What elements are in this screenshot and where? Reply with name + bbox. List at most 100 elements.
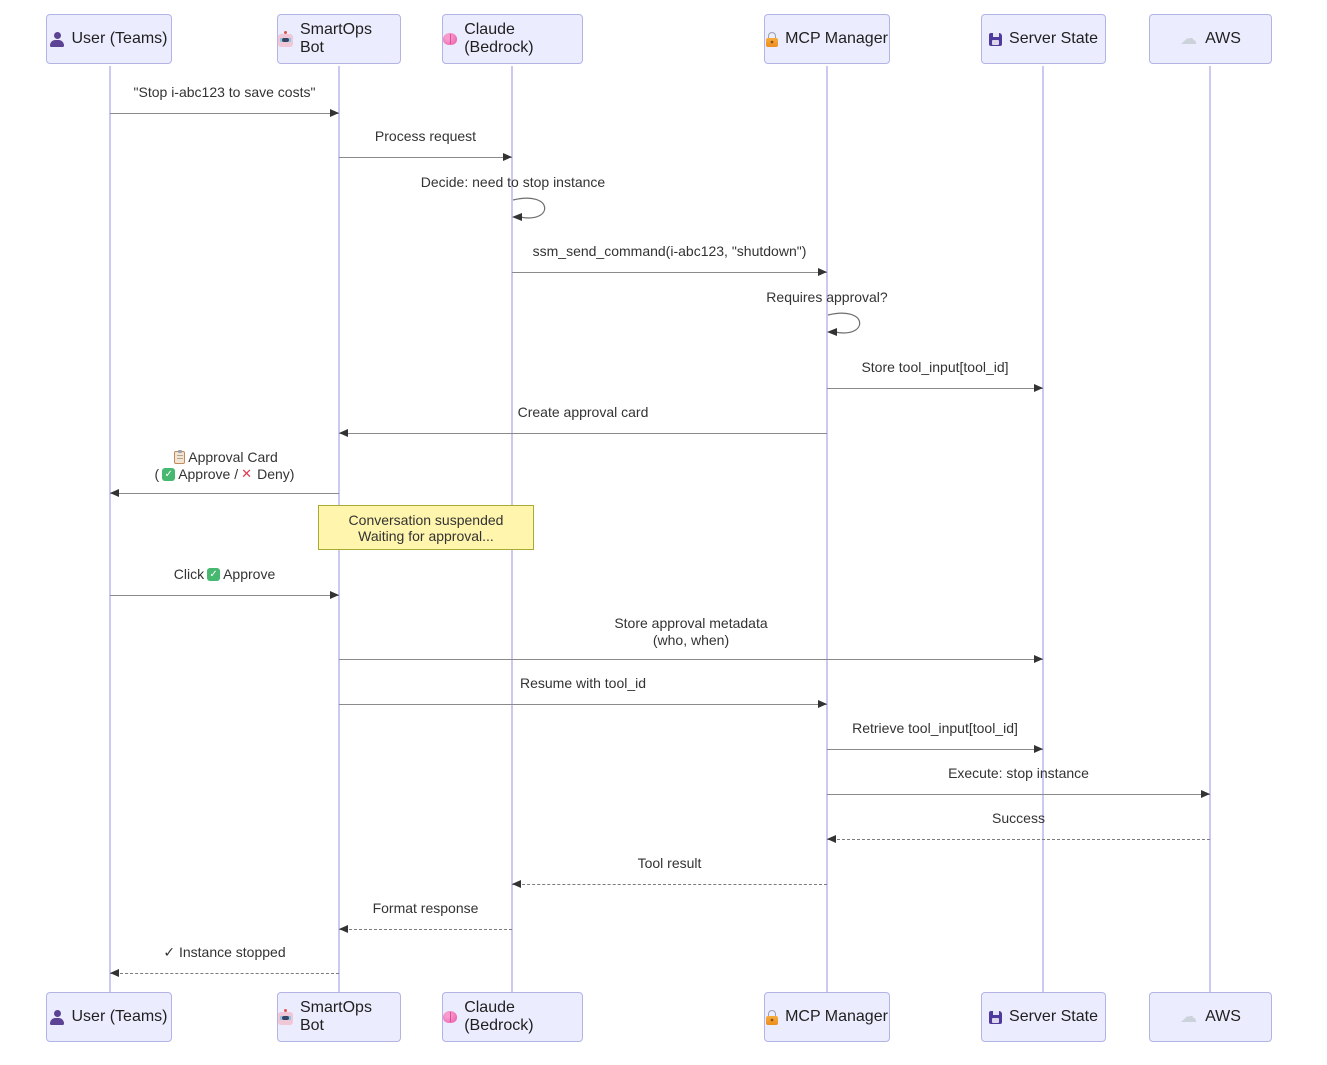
message-label: Resume with tool_id <box>519 675 647 691</box>
deny-cross-icon <box>241 468 254 481</box>
message-label: Execute: stop instance <box>948 765 1089 781</box>
actor-claude-bottom: Claude (Bedrock) <box>442 992 583 1042</box>
note-line2: Waiting for approval... <box>358 527 494 544</box>
arrow-line <box>339 659 1043 660</box>
actor-label: Claude (Bedrock) <box>464 999 534 1034</box>
arrow-line <box>827 749 1043 750</box>
message-label-line1: Approval Card <box>110 449 339 466</box>
message-requires-approval-self: Requires approval? <box>766 289 888 306</box>
message-label: ssm_send_command(i-abc123, "shutdown") <box>532 243 807 259</box>
actor-claude-top: Claude (Bedrock) <box>442 14 583 64</box>
actor-label: AWS <box>1205 30 1241 47</box>
message-success: Success <box>827 810 1210 843</box>
robot-icon <box>278 1009 293 1025</box>
message-store-approval-metadata: Store approval metadata (who, when) <box>339 615 1043 663</box>
message-label: Retrieve tool_input[tool_id] <box>852 720 1018 736</box>
lifeline-mcp <box>826 66 828 992</box>
lifeline-user <box>109 66 111 992</box>
user-icon <box>50 31 65 47</box>
message-click-approve: ClickApprove <box>110 566 339 599</box>
actor-bot-bottom: SmartOps Bot <box>277 992 401 1042</box>
message-resume-with-tool-id: Resume with tool_id <box>339 675 827 708</box>
arrowhead-left-icon <box>339 925 348 933</box>
arrow-line <box>339 704 827 705</box>
arrow-line <box>827 388 1043 389</box>
actor-label: MCP Manager <box>785 30 888 47</box>
user-icon <box>50 1009 65 1025</box>
message-label: Create approval card <box>517 404 649 420</box>
message-label: Format response <box>372 900 479 916</box>
cloud-icon: ☁ <box>1180 1007 1198 1027</box>
actor-label: Server State <box>1009 30 1098 47</box>
arrowhead-right-icon <box>330 591 339 599</box>
actor-label: Claude (Bedrock) <box>464 21 534 56</box>
message-label-line2: (who, when) <box>652 632 730 648</box>
arrowhead-right-icon <box>1034 384 1043 392</box>
note-line1: Conversation suspended <box>348 511 504 528</box>
arrowhead-left-icon <box>827 835 836 843</box>
arrow-line <box>827 794 1210 795</box>
arrowhead-right-icon <box>1034 655 1043 663</box>
actor-label: Server State <box>1009 1008 1098 1025</box>
message-label-line1: Store approval metadata <box>614 615 768 631</box>
message-stop-request: "Stop i-abc123 to save costs" <box>110 84 339 117</box>
arrow-line-dashed <box>110 973 339 974</box>
arrowhead-right-icon <box>818 700 827 708</box>
note-conversation-suspended: Conversation suspended Waiting for appro… <box>318 505 534 550</box>
approve-check-icon <box>162 467 176 481</box>
message-label: Requires approval? <box>766 289 888 305</box>
arrow-line <box>110 595 339 596</box>
message-label: Tool result <box>637 855 702 871</box>
clipboard-icon <box>174 449 186 464</box>
robot-icon <box>278 31 293 47</box>
message-label: Decide: need to stop instance <box>420 174 606 190</box>
arrowhead-right-icon <box>1201 790 1210 798</box>
self-loop-arrow <box>827 312 861 336</box>
arrow-line <box>512 272 827 273</box>
message-execute-stop-instance: Execute: stop instance <box>827 765 1210 798</box>
arrowhead-left-icon <box>339 429 348 437</box>
arrow-line-dashed <box>512 884 827 885</box>
message-decide-self: Decide: need to stop instance <box>416 174 610 191</box>
floppy-icon <box>989 1010 1003 1024</box>
arrowhead-right-icon <box>818 268 827 276</box>
message-ssm-send-command: ssm_send_command(i-abc123, "shutdown") <box>512 243 827 276</box>
actor-label: MCP Manager <box>785 1008 888 1025</box>
arrow-line <box>339 157 512 158</box>
actor-aws-bottom: ☁ AWS <box>1149 992 1272 1042</box>
brain-icon <box>443 1011 458 1023</box>
message-instance-stopped: ✓ Instance stopped <box>110 944 339 977</box>
arrowhead-right-icon <box>330 109 339 117</box>
message-label: Store tool_input[tool_id] <box>861 359 1009 375</box>
actor-label: AWS <box>1205 1008 1241 1025</box>
actor-bot-top: SmartOps Bot <box>277 14 401 64</box>
arrow-line-dashed <box>827 839 1210 840</box>
message-label-line2: (Approve /Deny) <box>110 466 339 483</box>
actor-aws-top: ☁ AWS <box>1149 14 1272 64</box>
message-format-response: Format response <box>339 900 512 933</box>
message-retrieve-tool-input: Retrieve tool_input[tool_id] <box>827 720 1043 753</box>
message-label: ✓ Instance stopped <box>163 944 286 960</box>
arrow-line <box>110 493 339 494</box>
lock-icon <box>766 1009 779 1025</box>
arrowhead-right-icon <box>1034 745 1043 753</box>
arrowhead-right-icon <box>503 153 512 161</box>
message-tool-result: Tool result <box>512 855 827 888</box>
actor-label: User (Teams) <box>71 1008 168 1025</box>
actor-label: SmartOps Bot <box>299 21 372 56</box>
actor-mcp-bottom: MCP Manager <box>764 992 890 1042</box>
self-loop-arrow <box>512 197 546 221</box>
lifeline-state <box>1042 66 1044 992</box>
actor-label: User (Teams) <box>71 30 168 47</box>
actor-mcp-top: MCP Manager <box>764 14 890 64</box>
approve-check-icon <box>207 567 221 581</box>
message-label: Success <box>992 810 1045 826</box>
arrow-line <box>339 433 827 434</box>
actor-user-bottom: User (Teams) <box>46 992 172 1042</box>
cloud-icon: ☁ <box>1180 29 1198 49</box>
message-label: "Stop i-abc123 to save costs" <box>133 84 316 100</box>
lock-icon <box>766 31 779 47</box>
arrowhead-left-icon <box>512 880 521 888</box>
arrowhead-left-icon <box>110 969 119 977</box>
message-create-approval-card: Create approval card <box>339 404 827 437</box>
